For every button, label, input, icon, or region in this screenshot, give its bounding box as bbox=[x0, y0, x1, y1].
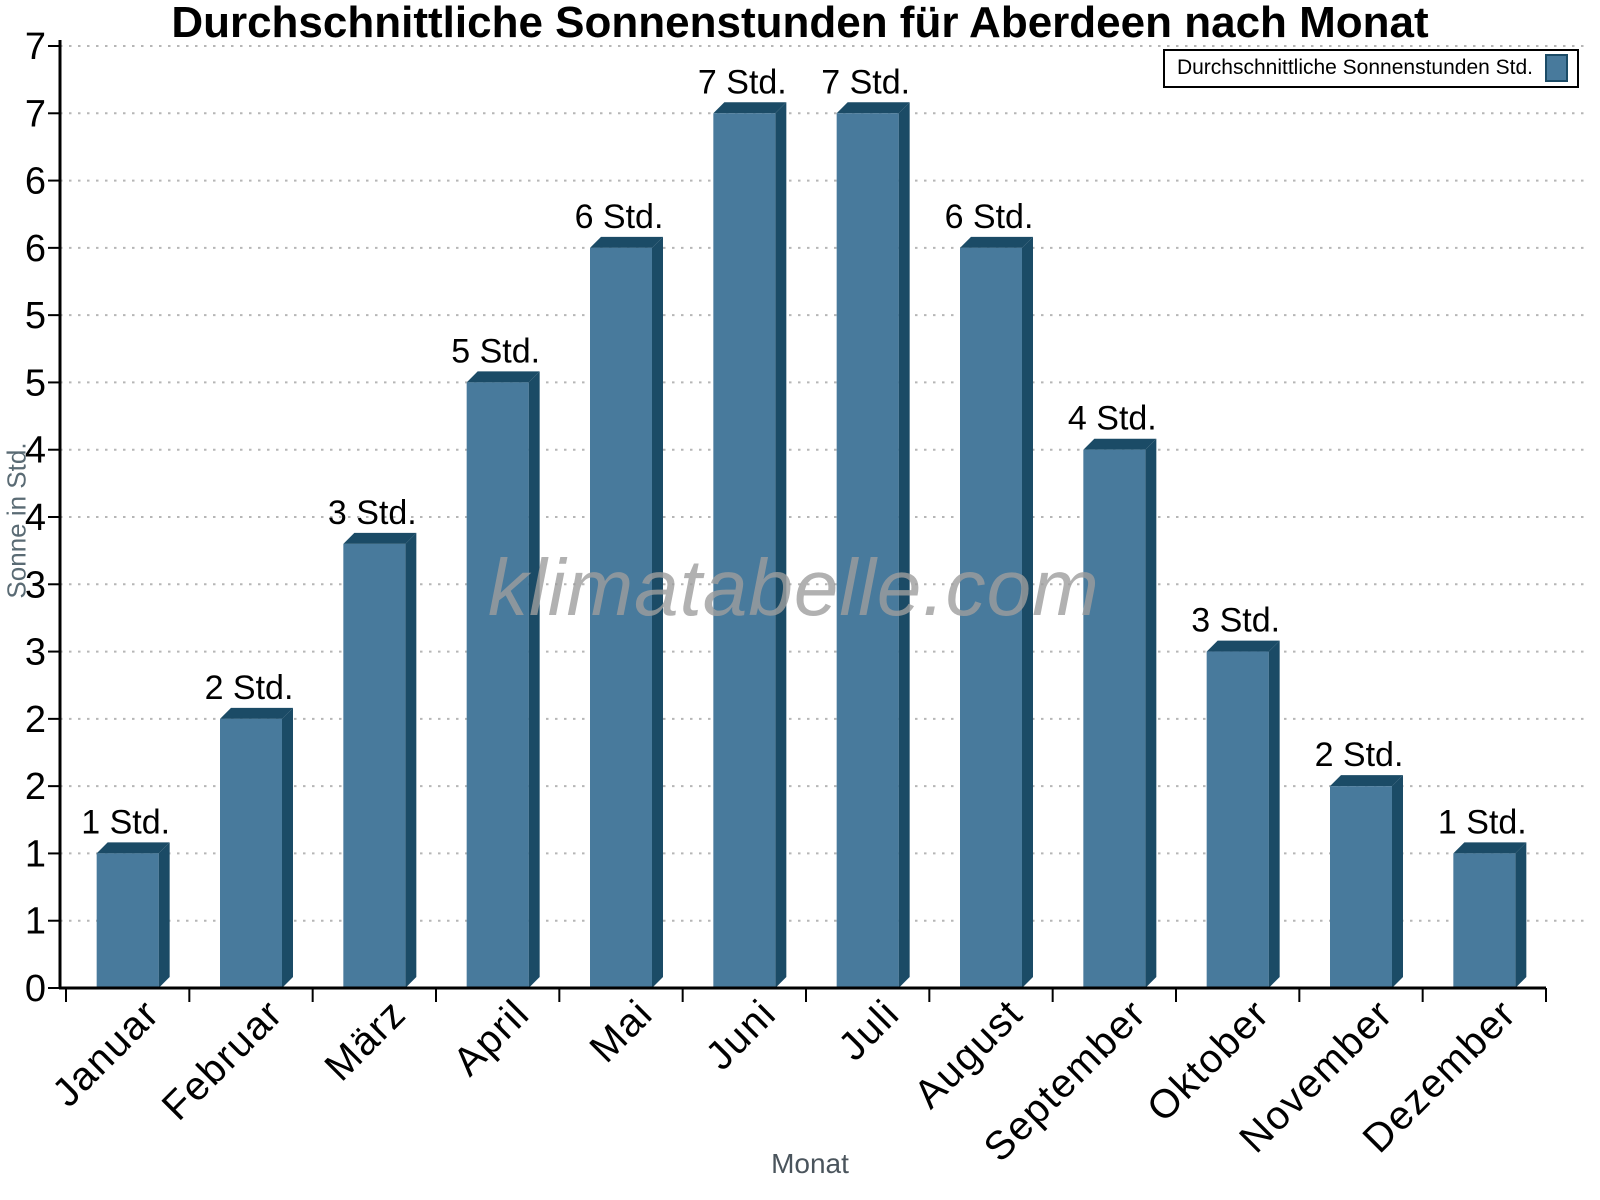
bar-side-face bbox=[528, 371, 540, 988]
bar-top-face bbox=[96, 842, 170, 854]
y-tick-label: 2 bbox=[25, 699, 46, 741]
bar bbox=[1330, 786, 1392, 988]
bar-value-label: 1 Std. bbox=[81, 803, 170, 841]
bar bbox=[836, 113, 899, 989]
y-tick-label: 7 bbox=[25, 26, 46, 68]
bar-value-label: 1 Std. bbox=[1438, 803, 1527, 841]
bar-side-face bbox=[898, 102, 910, 989]
bar-side-face bbox=[652, 236, 663, 988]
legend-swatch-icon bbox=[1545, 54, 1568, 82]
y-tick-label: 3 bbox=[25, 564, 46, 606]
chart-title: Durchschnittliche Sonnenstunden für Aber… bbox=[171, 0, 1429, 47]
bar-side-face bbox=[405, 532, 417, 988]
y-tick-label: 7 bbox=[25, 93, 46, 135]
bar-side-face bbox=[1022, 236, 1033, 988]
x-category-label: Mai bbox=[581, 991, 661, 1071]
bar bbox=[1206, 651, 1269, 988]
bar bbox=[713, 113, 776, 989]
y-tick-label: 1 bbox=[25, 901, 46, 943]
y-tick-label: 5 bbox=[25, 295, 46, 337]
x-category-label: März bbox=[316, 991, 414, 1089]
bar-top-face bbox=[590, 236, 663, 248]
y-tick-label: 2 bbox=[25, 766, 46, 808]
y-tick-label: 4 bbox=[25, 430, 46, 472]
bar-top-face bbox=[220, 707, 293, 719]
bar bbox=[1453, 853, 1516, 988]
bar-top-face bbox=[836, 102, 910, 114]
bar bbox=[590, 247, 652, 988]
bar-value-label: 3 Std. bbox=[328, 494, 417, 532]
bar-side-face bbox=[1392, 775, 1403, 988]
bar bbox=[220, 718, 282, 988]
bar-side-face bbox=[1515, 842, 1527, 988]
bar bbox=[960, 247, 1022, 988]
bar-side-face bbox=[775, 102, 787, 989]
bar-value-label: 2 Std. bbox=[205, 669, 294, 707]
bar-top-face bbox=[466, 371, 540, 383]
x-axis-title: Monat bbox=[771, 1148, 849, 1179]
legend: Durchschnittliche Sonnenstunden Std. bbox=[1162, 49, 1579, 88]
bar-side-face bbox=[282, 707, 293, 988]
bar-side-face bbox=[1268, 640, 1280, 988]
bar-value-label: 5 Std. bbox=[451, 332, 540, 370]
x-category-label: April bbox=[445, 991, 538, 1084]
y-tick-label: 4 bbox=[25, 497, 46, 539]
x-category-label: August bbox=[906, 991, 1032, 1117]
bar-value-label: 3 Std. bbox=[1191, 602, 1280, 640]
bar-top-face bbox=[1330, 775, 1403, 787]
bar-top-face bbox=[1453, 842, 1527, 854]
x-category-label: Juli bbox=[830, 991, 908, 1069]
bar-top-face bbox=[343, 532, 417, 544]
y-tick-label: 5 bbox=[25, 362, 46, 404]
x-category-label: Januar bbox=[44, 991, 168, 1115]
bar-value-label: 6 Std. bbox=[945, 198, 1034, 236]
bar bbox=[343, 543, 406, 988]
bar-top-face bbox=[1206, 640, 1280, 652]
y-tick-label: 6 bbox=[25, 161, 46, 203]
y-tick-label: 3 bbox=[25, 632, 46, 674]
bar-value-label: 7 Std. bbox=[821, 63, 910, 101]
y-tick-label: 6 bbox=[25, 228, 46, 270]
bar-value-label: 4 Std. bbox=[1068, 400, 1157, 438]
bar-top-face bbox=[1083, 438, 1157, 450]
bar-top-face bbox=[960, 236, 1033, 248]
watermark: klimatabelle.com bbox=[487, 543, 1100, 632]
bar bbox=[1083, 449, 1146, 988]
bar-value-label: 7 Std. bbox=[698, 63, 787, 101]
x-category-label: Februar bbox=[154, 991, 292, 1129]
bar-top-face bbox=[713, 102, 787, 114]
legend-label: Durchschnittliche Sonnenstunden Std. bbox=[1176, 56, 1533, 79]
bar-side-face bbox=[1145, 438, 1157, 988]
bar-side-face bbox=[158, 842, 170, 988]
y-axis-title: Sonne in Std. bbox=[1, 442, 32, 599]
bar bbox=[466, 382, 529, 988]
x-category-label: Juni bbox=[697, 991, 784, 1078]
y-tick-label: 0 bbox=[25, 968, 46, 1010]
bar-value-label: 2 Std. bbox=[1315, 736, 1404, 774]
bar bbox=[96, 853, 159, 988]
y-tick-label: 1 bbox=[25, 833, 46, 875]
bar-value-label: 6 Std. bbox=[575, 198, 664, 236]
